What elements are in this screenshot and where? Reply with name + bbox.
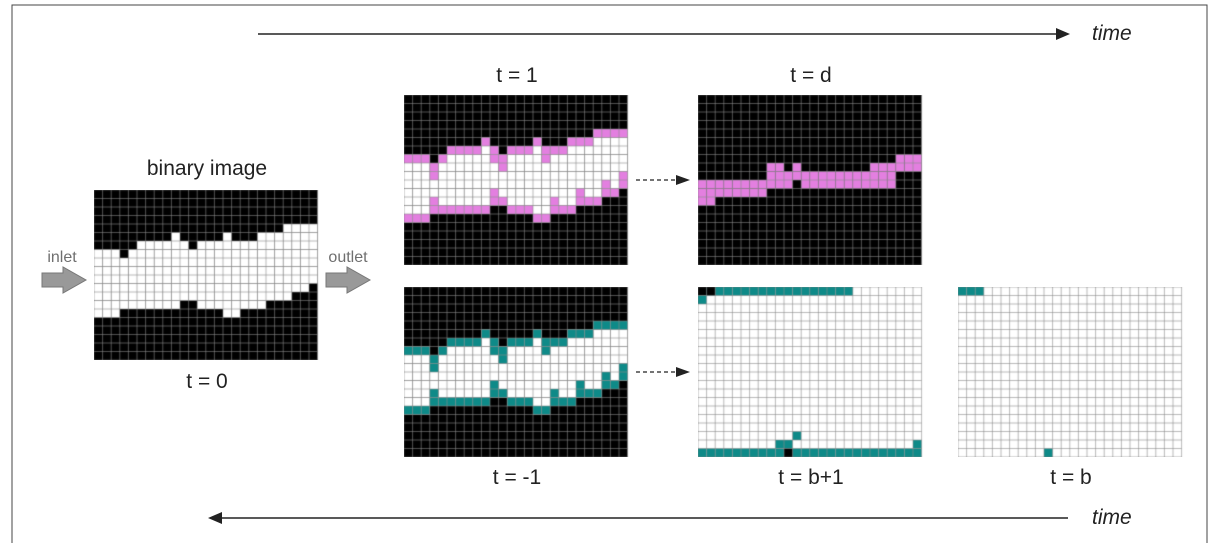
label-tm1: t = -1 (492, 466, 542, 489)
arrow-tm1-to-tb1-head (676, 367, 690, 377)
time-arrow-top-head (1056, 28, 1070, 40)
panel-tb (958, 287, 1184, 457)
panel-tm1 (404, 287, 630, 457)
label-tb1: t = b+1 (778, 466, 844, 489)
panel-t1 (404, 95, 630, 265)
label-td: t = d (790, 64, 832, 87)
label-tb: t = b (1050, 466, 1092, 489)
panel-binary-image (94, 190, 320, 360)
time-label-bottom: time (1092, 506, 1132, 529)
label-t0: t = 0 (186, 370, 228, 393)
arrow-t1-to-td-head (676, 175, 690, 185)
time-arrow-bottom-head (208, 512, 222, 524)
frame-border (11, 4, 1208, 543)
outlet-arrow (325, 266, 372, 294)
inlet-arrow (41, 266, 88, 294)
time-label-top: time (1092, 22, 1132, 45)
panel-title-binary-image: binary image (146, 157, 268, 180)
panel-td (698, 95, 924, 265)
panel-tb1 (698, 287, 924, 457)
inlet-label: inlet (47, 249, 77, 266)
label-t1: t = 1 (496, 64, 538, 87)
outlet-label: outlet (328, 249, 368, 266)
